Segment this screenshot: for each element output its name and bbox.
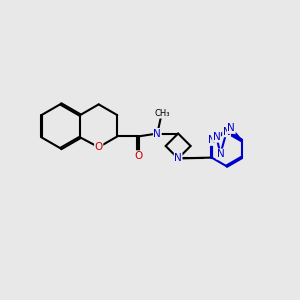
Text: O: O [94,142,103,152]
Text: N: N [213,132,220,142]
Text: N: N [227,123,235,133]
Text: N: N [217,149,224,159]
Text: O: O [134,151,142,161]
Text: CH₃: CH₃ [154,109,170,118]
Text: N: N [154,128,161,139]
Text: N: N [174,154,182,164]
Text: N: N [208,135,215,145]
Text: N: N [223,127,230,137]
